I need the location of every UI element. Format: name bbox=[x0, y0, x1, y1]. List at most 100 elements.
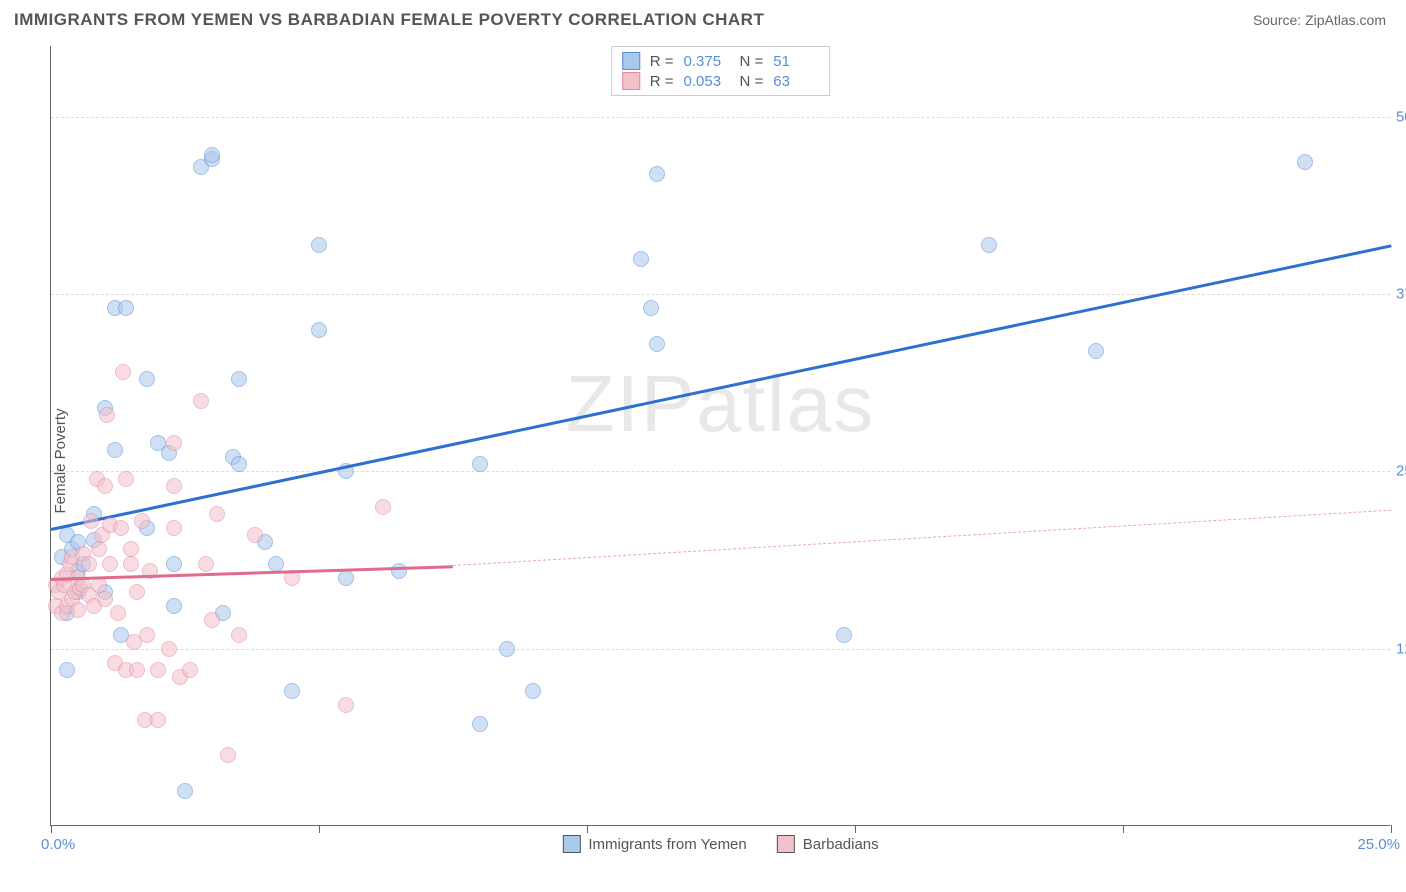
series-legend: Immigrants from Yemen Barbadians bbox=[562, 835, 878, 853]
data-point bbox=[198, 556, 214, 572]
data-point bbox=[139, 371, 155, 387]
data-point bbox=[99, 407, 115, 423]
data-point bbox=[472, 716, 488, 732]
data-point bbox=[193, 393, 209, 409]
data-point bbox=[209, 506, 225, 522]
r-value: 0.053 bbox=[684, 73, 730, 90]
r-value: 0.375 bbox=[684, 53, 730, 70]
gridline bbox=[51, 649, 1390, 650]
stats-legend-row: R = 0.375 N = 51 bbox=[622, 51, 820, 71]
x-tick bbox=[855, 825, 856, 833]
data-point bbox=[338, 697, 354, 713]
data-point bbox=[231, 627, 247, 643]
n-value: 51 bbox=[773, 53, 819, 70]
x-tick bbox=[51, 825, 52, 833]
stats-legend: R = 0.375 N = 51 R = 0.053 N = 63 bbox=[611, 46, 831, 96]
data-point bbox=[83, 513, 99, 529]
data-point bbox=[981, 237, 997, 253]
data-point bbox=[311, 237, 327, 253]
plot-region: ZIPatlas R =0.375N =51R =0.053N =63 Immi… bbox=[50, 46, 1390, 826]
chart-title: IMMIGRANTS FROM YEMEN VS BARBADIAN FEMAL… bbox=[14, 10, 764, 30]
n-value: 63 bbox=[773, 73, 819, 90]
data-point bbox=[284, 683, 300, 699]
data-point bbox=[115, 364, 131, 380]
data-point bbox=[338, 570, 354, 586]
r-label: R = bbox=[650, 73, 674, 90]
legend-swatch bbox=[622, 72, 640, 90]
data-point bbox=[150, 712, 166, 728]
data-point bbox=[499, 641, 515, 657]
data-point bbox=[836, 627, 852, 643]
data-point bbox=[247, 527, 263, 543]
trend-line bbox=[51, 245, 1392, 531]
n-label: N = bbox=[740, 73, 764, 90]
data-point bbox=[139, 627, 155, 643]
data-point bbox=[129, 584, 145, 600]
data-point bbox=[166, 598, 182, 614]
gridline bbox=[51, 294, 1390, 295]
data-point bbox=[472, 456, 488, 472]
data-point bbox=[97, 478, 113, 494]
data-point bbox=[525, 683, 541, 699]
legend-item: Immigrants from Yemen bbox=[562, 835, 746, 853]
data-point bbox=[110, 605, 126, 621]
x-tick bbox=[1391, 825, 1392, 833]
data-point bbox=[150, 662, 166, 678]
watermark: ZIPatlas bbox=[566, 358, 875, 450]
x-tick bbox=[1123, 825, 1124, 833]
legend-swatch bbox=[777, 835, 795, 853]
data-point bbox=[118, 471, 134, 487]
data-point bbox=[231, 456, 247, 472]
data-point bbox=[166, 478, 182, 494]
n-label: N = bbox=[740, 53, 764, 70]
data-point bbox=[113, 520, 129, 536]
data-point bbox=[391, 563, 407, 579]
data-point bbox=[70, 602, 86, 618]
data-point bbox=[118, 300, 134, 316]
data-point bbox=[166, 520, 182, 536]
data-point bbox=[91, 541, 107, 557]
trend-line bbox=[453, 510, 1391, 566]
data-point bbox=[220, 747, 236, 763]
x-tick bbox=[587, 825, 588, 833]
data-point bbox=[1297, 154, 1313, 170]
data-point bbox=[123, 556, 139, 572]
legend-label: Immigrants from Yemen bbox=[588, 836, 746, 853]
data-point bbox=[182, 662, 198, 678]
data-point bbox=[375, 499, 391, 515]
legend-swatch bbox=[562, 835, 580, 853]
data-point bbox=[204, 147, 220, 163]
gridline bbox=[51, 117, 1390, 118]
y-tick-label: 12.5% bbox=[1396, 640, 1406, 657]
data-point bbox=[59, 662, 75, 678]
data-point bbox=[166, 435, 182, 451]
y-tick-label: 25.0% bbox=[1396, 463, 1406, 480]
data-point bbox=[231, 371, 247, 387]
data-point bbox=[161, 641, 177, 657]
legend-label: Barbadians bbox=[803, 836, 879, 853]
data-point bbox=[643, 300, 659, 316]
data-point bbox=[129, 662, 145, 678]
data-point bbox=[81, 556, 97, 572]
data-point bbox=[633, 251, 649, 267]
chart-source: Source: ZipAtlas.com bbox=[1253, 12, 1386, 28]
data-point bbox=[177, 783, 193, 799]
gridline bbox=[51, 471, 1390, 472]
stats-legend-row: R = 0.053 N = 63 bbox=[622, 71, 820, 91]
chart-area: Female Poverty ZIPatlas R =0.375N =51R =… bbox=[0, 36, 1406, 886]
data-point bbox=[134, 513, 150, 529]
legend-swatch bbox=[622, 52, 640, 70]
data-point bbox=[166, 556, 182, 572]
data-point bbox=[649, 336, 665, 352]
data-point bbox=[649, 166, 665, 182]
y-tick-label: 37.5% bbox=[1396, 286, 1406, 303]
x-tick bbox=[319, 825, 320, 833]
data-point bbox=[204, 612, 220, 628]
x-tick-label-min: 0.0% bbox=[41, 836, 75, 853]
data-point bbox=[97, 591, 113, 607]
legend-item: Barbadians bbox=[777, 835, 879, 853]
x-tick-label-max: 25.0% bbox=[1357, 836, 1400, 853]
data-point bbox=[102, 556, 118, 572]
chart-header: IMMIGRANTS FROM YEMEN VS BARBADIAN FEMAL… bbox=[0, 0, 1406, 36]
r-label: R = bbox=[650, 53, 674, 70]
